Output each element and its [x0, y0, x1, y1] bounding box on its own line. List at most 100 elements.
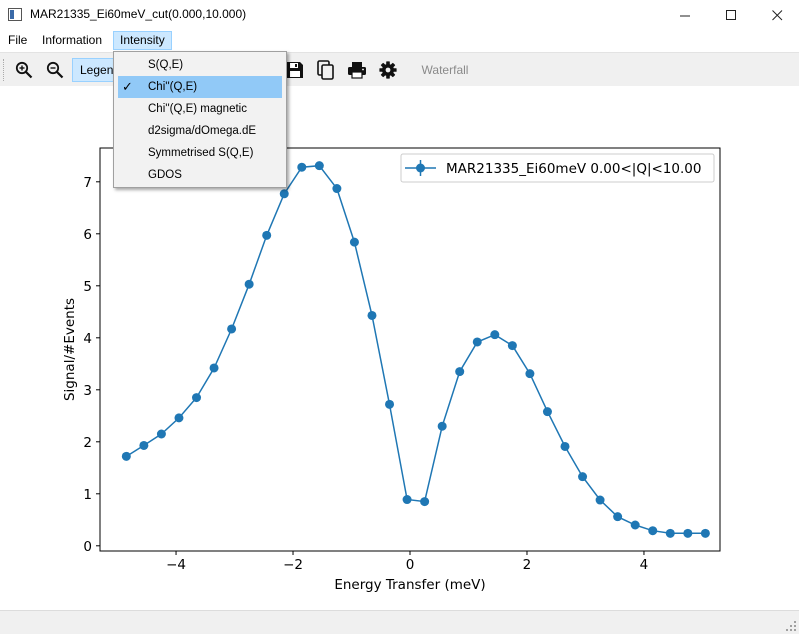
data-point: [244, 279, 254, 289]
axes: −4 −2 0 2 4 0 1 2 3 4 5 6 7 Energy Transfer (meV) S…: [62, 147, 721, 593]
menu-option-d2sigma[interactable]: d2sigma/dOmega.dE: [114, 120, 286, 142]
y-tick-label: 2: [83, 435, 92, 451]
settings-button[interactable]: [375, 58, 401, 82]
minimize-button[interactable]: [662, 0, 708, 30]
data-point: [209, 363, 219, 373]
menu-option-chi-magnetic[interactable]: Chi''(Q,E) magnetic: [114, 98, 286, 120]
waterfall-button[interactable]: Waterfall: [421, 63, 469, 77]
data-point: [139, 440, 149, 450]
title-bar: MAR21335_Ei60meV_cut(0.000,10.000): [0, 0, 799, 30]
data-point: [402, 495, 412, 505]
menu-option-chi[interactable]: ✓ Chi''(Q,E): [118, 76, 282, 98]
menu-option-sqe[interactable]: S(Q,E): [114, 54, 286, 76]
data-point: [192, 393, 202, 403]
data-point: [437, 421, 447, 431]
menu-option-label: d2sigma/dOmega.dE: [148, 125, 257, 137]
axes-frame: [99, 147, 721, 552]
intensity-dropdown-menu: S(Q,E) ✓ Chi''(Q,E) Chi''(Q,E) magnetic …: [113, 51, 287, 188]
menu-option-label: Chi''(Q,E): [148, 81, 198, 93]
data-point: [227, 324, 237, 334]
zoom-in-button[interactable]: [11, 58, 37, 82]
data-point: [507, 341, 517, 351]
data-point: [683, 528, 693, 538]
close-icon: [771, 9, 782, 20]
gear-icon: [379, 61, 397, 79]
legend[interactable]: MAR21335_Ei60meV 0.00<|Q|<10.00: [400, 153, 715, 183]
series-line: [125, 164, 706, 535]
data-point: [174, 413, 184, 423]
data-series: [121, 161, 710, 538]
print-icon: [348, 62, 366, 79]
data-point: [595, 495, 605, 505]
menu-option-label: Chi''(Q,E) magnetic: [148, 103, 247, 115]
resize-grip-icon[interactable]: [786, 621, 796, 631]
y-tick-label: 0: [83, 539, 92, 555]
data-point: [420, 497, 430, 507]
legend-point-marker: [416, 163, 425, 173]
x-tick-label: −2: [283, 557, 303, 573]
copy-button[interactable]: [313, 58, 339, 82]
maximize-button[interactable]: [708, 0, 754, 30]
menu-option-gdos[interactable]: GDOS: [114, 164, 286, 186]
data-point: [121, 451, 131, 461]
menu-option-label: S(Q,E): [148, 59, 184, 71]
minimize-icon: [679, 15, 690, 16]
data-point: [542, 407, 552, 417]
data-point: [297, 162, 307, 172]
data-point: [349, 237, 359, 247]
data-point: [385, 399, 395, 409]
menu-intensity[interactable]: Intensity: [113, 31, 172, 50]
zoom-out-button[interactable]: [42, 58, 68, 82]
toolbar-grip[interactable]: [3, 59, 6, 81]
x-tick-label: 0: [406, 557, 415, 573]
zoom-in-icon: [15, 61, 33, 79]
maximize-icon: [725, 9, 736, 20]
plot-canvas[interactable]: −4 −2 0 2 4 0 1 2 3 4 5 6 7 Energy Transfer (meV) S…: [0, 86, 799, 610]
legend-label: MAR21335_Ei60meV 0.00<|Q|<10.00: [446, 161, 701, 177]
legend-button[interactable]: Legend: [72, 58, 120, 82]
x-tick-label: −4: [166, 557, 186, 573]
data-point: [613, 512, 623, 522]
data-point: [279, 189, 289, 199]
y-ticks: 0 1 2 3 4 5 6 7: [83, 175, 100, 555]
x-tick-label: 4: [640, 557, 649, 573]
app-icon: [8, 8, 22, 21]
data-point: [630, 520, 640, 530]
data-point: [367, 310, 377, 320]
y-tick-label: 7: [83, 175, 92, 191]
menu-option-label: Symmetrised S(Q,E): [148, 147, 254, 159]
print-button[interactable]: [344, 58, 370, 82]
menu-option-symmetrised[interactable]: Symmetrised S(Q,E): [114, 142, 286, 164]
save-icon: [287, 62, 303, 78]
data-point: [648, 526, 658, 536]
y-tick-label: 5: [83, 279, 92, 295]
menu-option-label: GDOS: [148, 169, 182, 181]
data-point: [490, 330, 500, 340]
data-point: [665, 528, 675, 538]
data-point: [578, 472, 588, 482]
data-point: [156, 429, 166, 439]
legend-box: [400, 153, 715, 183]
save-button[interactable]: [282, 58, 308, 82]
zoom-out-icon: [46, 61, 64, 79]
x-ticks: −4 −2 0 2 4: [166, 551, 648, 573]
window-title: MAR21335_Ei60meV_cut(0.000,10.000): [30, 7, 247, 21]
close-button[interactable]: [754, 0, 799, 30]
data-point: [560, 441, 570, 451]
data-point: [314, 161, 324, 171]
copy-icon: [317, 60, 334, 80]
data-point: [472, 337, 482, 347]
y-tick-label: 4: [83, 331, 92, 347]
data-point: [700, 528, 710, 538]
checkmark-icon: ✓: [122, 79, 133, 94]
y-tick-label: 1: [83, 487, 92, 503]
menu-information[interactable]: Information: [42, 33, 103, 47]
menu-bar: File Information Intensity: [0, 30, 799, 51]
x-axis-label: Energy Transfer (meV): [334, 577, 485, 593]
status-bar: [0, 610, 799, 634]
menu-file[interactable]: File: [8, 33, 28, 47]
data-point: [525, 369, 535, 379]
x-tick-label: 2: [523, 557, 532, 573]
data-point: [455, 367, 465, 377]
